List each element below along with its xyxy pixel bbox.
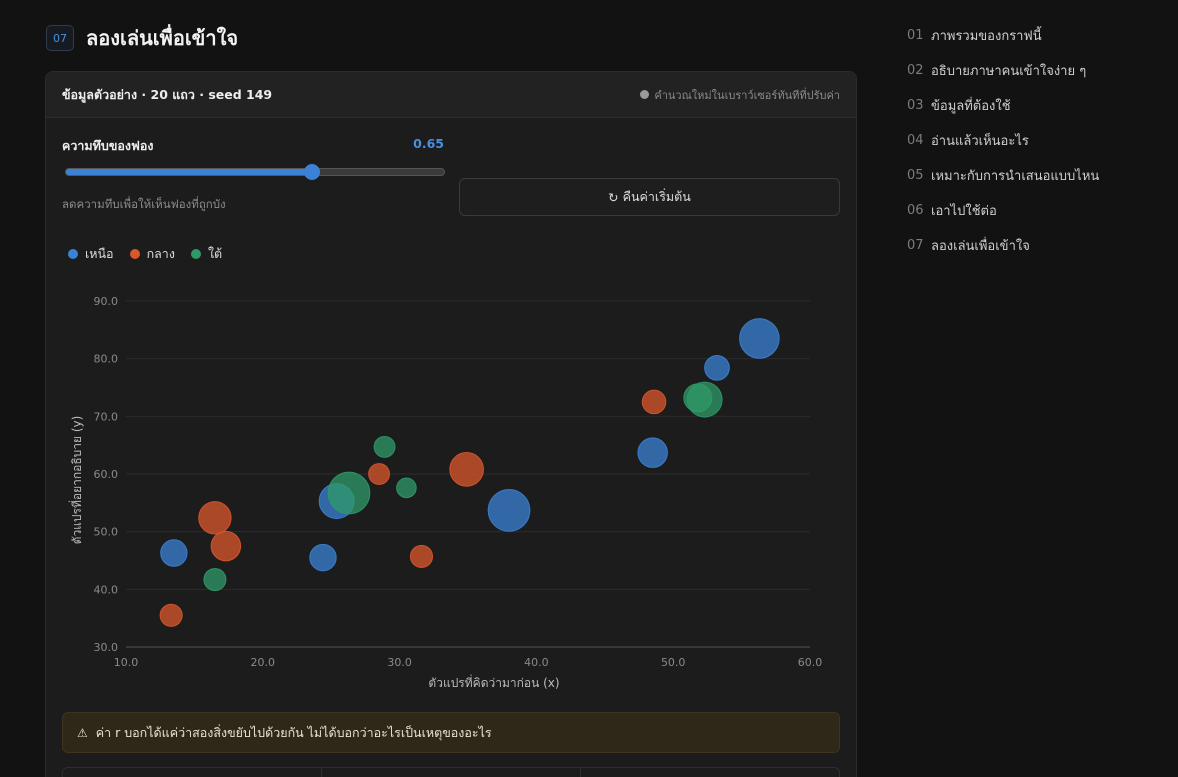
opacity-slider-fill (66, 169, 312, 175)
y-axis-label: ตัวแปรที่อยากอธิบาย (y) (68, 416, 84, 545)
toc-item-number: 01 (907, 28, 924, 43)
table-of-contents: 01 ภาพรวมของกราฟนี้ 02 อธิบายภาษาคนเข้าใจง่… (907, 18, 1099, 263)
bubble-point (210, 530, 242, 562)
bubble-point (327, 471, 371, 515)
interactive-card: ข้อมูลตัวอย่าง · 20 แถว · seed 149 คำนวณ… (45, 71, 857, 777)
bubble-point (203, 567, 227, 592)
y-tick-label: 90.0 (94, 295, 119, 308)
toc-item-label: ภาพรวมของกราฟนี้ (931, 29, 1042, 44)
opacity-slider-label: ความทึบของฟอง (62, 138, 154, 153)
x-tick-label: 10.0 (114, 656, 139, 669)
bubble-point (159, 603, 183, 627)
toc-item[interactable]: 02 อธิบายภาษาคนเข้าใจง่าย ๆ (907, 53, 1099, 88)
bubble-point (160, 539, 188, 567)
warning-banner: ⚠ ค่า r บอกได้แค่ว่าสองสิ่งขยับไปด้วยกัน… (62, 712, 840, 753)
reset-button-label: คืนค่าเริ่มต้น (622, 189, 691, 204)
bubble-point (396, 477, 417, 499)
y-tick-label: 50.0 (94, 526, 119, 539)
x-tick-label: 40.0 (524, 656, 549, 669)
toc-item-number: 04 (907, 133, 924, 148)
toc-item-label: เอาไปใช้ต่อ (931, 204, 997, 219)
stats-cell (63, 768, 322, 777)
bubble-point (309, 543, 337, 572)
card-title: ข้อมูลตัวอย่าง · 20 แถว · seed 149 (62, 86, 273, 102)
y-tick-label: 70.0 (94, 410, 119, 423)
legend-label-central: กลาง (146, 246, 175, 261)
y-tick-label: 80.0 (94, 353, 119, 366)
warning-text: ค่า r บอกได้แค่ว่าสองสิ่งขยับไปด้วยกัน ไ… (95, 724, 492, 740)
x-tick-label: 20.0 (251, 656, 275, 669)
legend-dot-icon (190, 249, 201, 259)
x-tick-label: 50.0 (661, 656, 686, 669)
card-header: ข้อมูลตัวอย่าง · 20 แถว · seed 149 คำนวณ… (46, 72, 856, 118)
opacity-slider-thumb[interactable] (303, 164, 320, 180)
toc-item-number: 06 (907, 203, 924, 218)
x-axis-label: ตัวแปรที่คิดว่ามาก่อน (x) (428, 674, 559, 690)
card-note-text: คำนวณใหม่ในเบราว์เซอร์ทันทีที่ปรับค่า (654, 88, 840, 102)
bubble-point (641, 389, 667, 415)
toc-item-label: ลองเล่นเพื่อเข้าใจ (931, 239, 1030, 254)
y-tick-label: 60.0 (94, 468, 119, 481)
section-title: ลองเล่นเพื่อเข้าใจ (86, 26, 239, 50)
legend-label-north: เหนือ (85, 246, 114, 261)
warning-icon: ⚠ (77, 725, 88, 740)
x-tick-label: 30.0 (387, 656, 412, 669)
toc-item[interactable]: 05 เหมาะกับการนำเสนอแบบไหน (907, 158, 1099, 193)
bubble-point (198, 501, 232, 535)
toc-item-number: 02 (907, 63, 924, 78)
bubble-point (449, 452, 484, 487)
bubble-point (704, 355, 730, 381)
toc-item-label: อ่านแล้วเห็นอะไร (931, 134, 1029, 149)
reset-button[interactable]: ↻ คืนค่าเริ่มต้น (459, 178, 840, 216)
status-dot-icon (640, 90, 650, 99)
bubble-point (739, 318, 780, 359)
legend-item-central[interactable]: กลาง (129, 244, 175, 264)
opacity-slider-value: 0.65 (413, 136, 444, 151)
legend-item-south[interactable]: ใต้ (190, 244, 223, 264)
stats-cell (322, 768, 581, 777)
card-note: คำนวณใหม่ในเบราว์เซอร์ทันทีที่ปรับค่า (640, 86, 840, 104)
legend-label-south: ใต้ (207, 246, 223, 261)
x-tick-label: 60.0 (798, 656, 823, 669)
bubble-point (487, 488, 531, 532)
toc-item-label: อธิบายภาษาคนเข้าใจง่าย ๆ (931, 64, 1087, 79)
bubble-point (683, 383, 713, 413)
toc-item[interactable]: 06 เอาไปใช้ต่อ (907, 193, 1099, 228)
toc-item[interactable]: 07 ลองเล่นเพื่อเข้าใจ (907, 228, 1099, 263)
legend-dot-icon (129, 249, 140, 259)
toc-item-number: 07 (907, 238, 924, 253)
toc-item-label: ข้อมูลที่ต้องใช้ (931, 99, 1011, 114)
stats-row (62, 767, 840, 777)
section-number-badge: 07 (46, 25, 74, 51)
bubble-chart: 30.0 40.0 50.0 60.0 70.0 80.0 90.0 10.0 20.0 30.0… (68, 295, 823, 690)
toc-item-number: 05 (907, 168, 924, 183)
y-tick-label: 40.0 (94, 583, 119, 596)
reset-icon: ↻ (608, 189, 619, 205)
toc-item[interactable]: 03 ข้อมูลที่ต้องใช้ (907, 88, 1099, 123)
legend-dot-icon (68, 249, 78, 259)
chart-legend: เหนือ กลาง ใต้ (68, 244, 222, 264)
toc-item-number: 03 (907, 98, 924, 113)
bubble-point (368, 463, 391, 485)
section-header: 07 ลองเล่นเพื่อเข้าใจ (46, 22, 238, 54)
bubble-point (373, 435, 396, 458)
opacity-slider-hint: ลดความทึบเพื่อให้เห็นฟองที่ถูกบัง (62, 197, 226, 211)
toc-item[interactable]: 01 ภาพรวมของกราฟนี้ (907, 18, 1099, 53)
bubble-point (409, 544, 434, 569)
toc-item-label: เหมาะกับการนำเสนอแบบไหน (931, 169, 1100, 184)
opacity-slider[interactable] (65, 164, 445, 180)
bubble-point (637, 437, 668, 468)
stats-cell (581, 768, 839, 777)
toc-item[interactable]: 04 อ่านแล้วเห็นอะไร (907, 123, 1099, 158)
y-tick-label: 30.0 (94, 641, 119, 654)
legend-item-north[interactable]: เหนือ (68, 244, 114, 264)
